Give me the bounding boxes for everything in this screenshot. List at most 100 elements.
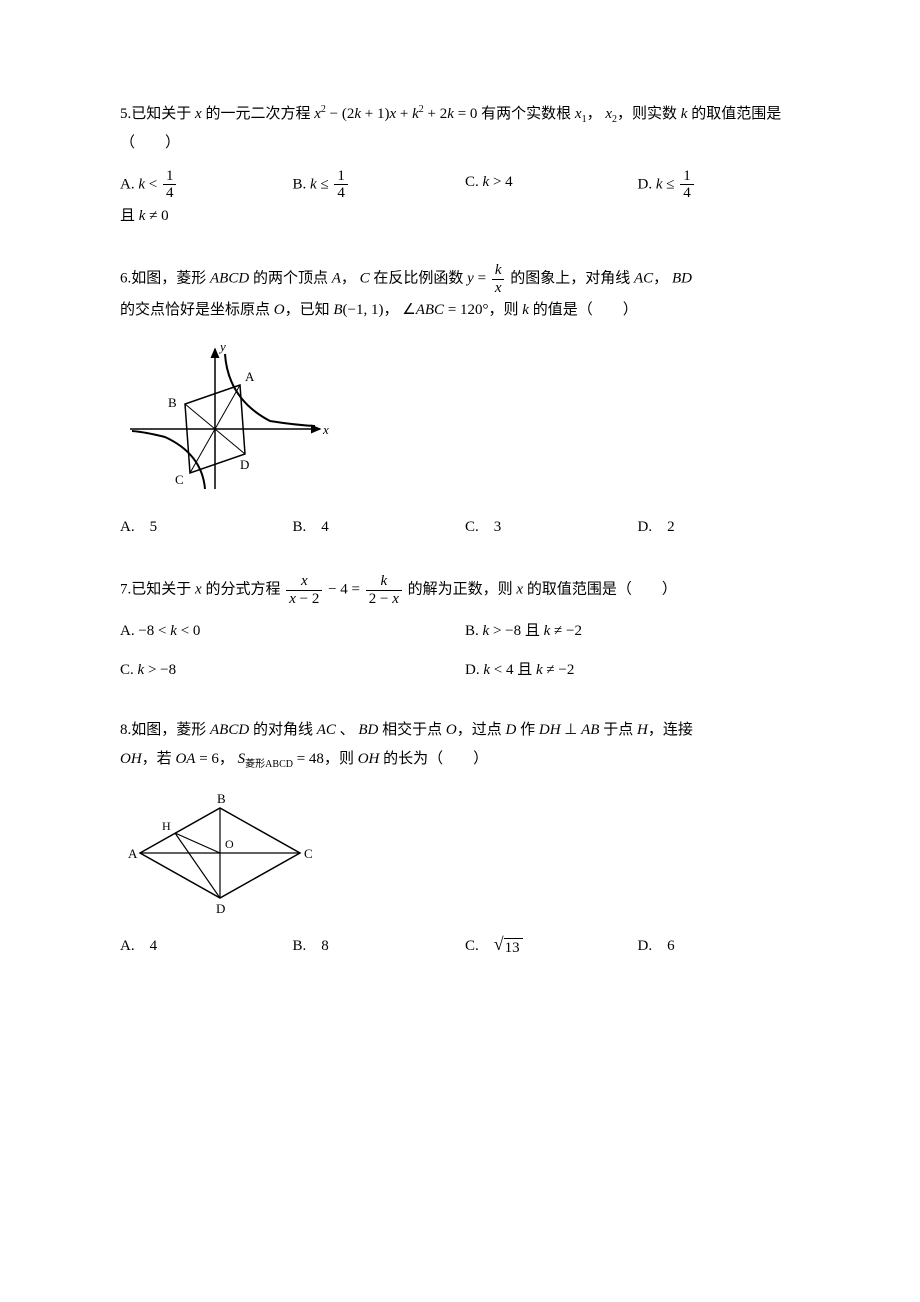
text: ， xyxy=(384,302,403,318)
den-rest: − 2 xyxy=(296,591,319,607)
label: B. xyxy=(293,519,322,535)
label: B. xyxy=(293,938,322,954)
OA: OA xyxy=(175,751,195,767)
label-A: A xyxy=(128,846,138,861)
q7-option-b[interactable]: B. k > −8 且 k ≠ −2 xyxy=(465,617,810,646)
root-x1: x xyxy=(575,106,582,122)
label: D. xyxy=(638,519,668,535)
D: D xyxy=(506,722,517,738)
question-6: 6.如图，菱形 ABCD 的两个顶点 A， C 在反比例函数 y = kx 的图… xyxy=(120,262,810,541)
text: 如图，菱形 xyxy=(131,270,210,286)
q7-option-a[interactable]: A. −8 < k < 0 xyxy=(120,617,465,646)
text: ， xyxy=(219,751,238,767)
q7-stem: 7.已知关于 x 的分式方程 xx − 2 − 4 = k2 − x 的解为正数… xyxy=(120,573,810,607)
den: 4 xyxy=(334,184,348,202)
q7-number: 7. xyxy=(120,581,131,597)
OH: OH xyxy=(120,751,142,767)
label: C. xyxy=(465,938,494,954)
label-D: D xyxy=(240,457,249,472)
ABCD: ABCD xyxy=(210,722,249,738)
q7-option-d[interactable]: D. k < 4 且 k ≠ −2 xyxy=(465,656,810,685)
radicand: 13 xyxy=(504,938,523,957)
var-k: k xyxy=(536,662,543,678)
q8-option-c[interactable]: C. √13 xyxy=(465,932,638,961)
BD: BD xyxy=(672,270,692,286)
val: 2 xyxy=(667,519,675,535)
text: 作 xyxy=(516,722,539,738)
fraction: kx xyxy=(492,262,505,296)
BD: BD xyxy=(358,722,378,738)
q6-option-c[interactable]: C. 3 xyxy=(465,513,638,542)
label: D. xyxy=(465,662,483,678)
var-k: k xyxy=(447,106,454,122)
expr: < 0 xyxy=(177,623,200,639)
OH: OH xyxy=(358,751,380,767)
text: 的图象上，对角线 xyxy=(506,270,634,286)
O: O xyxy=(274,302,285,318)
y: y xyxy=(467,270,474,286)
label: A. xyxy=(120,623,138,639)
text: 的长为（ ） xyxy=(379,751,488,767)
q8-option-b[interactable]: B. 8 xyxy=(293,932,466,961)
text: 有两个实数根 xyxy=(477,106,575,122)
label: A. xyxy=(120,938,150,954)
q7-option-c[interactable]: C. k > −8 xyxy=(120,656,465,685)
num: x xyxy=(286,573,322,590)
question-8: 8.如图，菱形 ABCD 的对角线 AC 、 BD 相交于点 O，过点 D 作 … xyxy=(120,716,810,960)
den: 2 − x xyxy=(366,590,402,608)
text: ，已知 xyxy=(285,302,334,318)
text: 于点 xyxy=(599,722,637,738)
ABC: ABC xyxy=(416,302,444,318)
text: ， xyxy=(341,270,360,286)
text: 在反比例函数 xyxy=(370,270,468,286)
B: B xyxy=(333,302,342,318)
label: D. xyxy=(638,176,656,192)
q6-svg: y x A B C D xyxy=(120,339,340,499)
fraction: 14 xyxy=(680,168,694,202)
q8-options: A. 4 B. 8 C. √13 D. 6 xyxy=(120,932,810,961)
text: 的对角线 xyxy=(249,722,317,738)
text: 的一元二次方程 xyxy=(202,106,315,122)
text: 的取值范围是（ ） xyxy=(523,581,677,597)
q5-option-c[interactable]: C. k > 4 xyxy=(465,168,638,202)
rel: ≠ 0 xyxy=(145,208,168,224)
text: ，过点 xyxy=(457,722,506,738)
den: 4 xyxy=(163,184,177,202)
val: 4 xyxy=(321,519,329,535)
q5-option-d[interactable]: D. k ≤ 14 xyxy=(638,168,811,202)
q5-number: 5. xyxy=(120,106,131,122)
label-C: C xyxy=(304,846,313,861)
expr: −8 < xyxy=(138,623,170,639)
den: x xyxy=(492,279,505,297)
label-C: C xyxy=(175,472,184,487)
q8-option-d[interactable]: D. 6 xyxy=(638,932,811,961)
fraction: 14 xyxy=(163,168,177,202)
var-k: k xyxy=(138,176,145,192)
label-O: O xyxy=(225,837,234,851)
label-D: D xyxy=(216,901,225,916)
q6-option-a[interactable]: A. 5 xyxy=(120,513,293,542)
q8-svg: A B C D O H xyxy=(120,788,320,918)
num: k xyxy=(366,573,402,590)
text: ，则实数 xyxy=(617,106,681,122)
q5-option-a[interactable]: A. k < 14 xyxy=(120,168,293,202)
q6-stem: 6.如图，菱形 ABCD 的两个顶点 A， C 在反比例函数 y = kx 的图… xyxy=(120,262,810,325)
var-k: k xyxy=(354,106,361,122)
text: ，则 xyxy=(489,302,523,318)
q6-figure: y x A B C D xyxy=(120,339,810,499)
var-k: k xyxy=(656,176,663,192)
q5-stem: 5.已知关于 x 的一元二次方程 x2 − (2k + 1)x + k2 + 2… xyxy=(120,100,810,158)
den-2minus: 2 − xyxy=(369,591,392,607)
var-k: k xyxy=(412,106,419,122)
var-k: k xyxy=(483,662,490,678)
q5-option-b[interactable]: B. k ≤ 14 xyxy=(293,168,466,202)
q6-option-b[interactable]: B. 4 xyxy=(293,513,466,542)
val: 5 xyxy=(150,519,158,535)
q8-option-a[interactable]: A. 4 xyxy=(120,932,293,961)
text: 且 xyxy=(120,208,139,224)
q6-option-d[interactable]: D. 2 xyxy=(638,513,811,542)
eq6: = 6 xyxy=(195,751,218,767)
q6-number: 6. xyxy=(120,270,131,286)
text: + 1) xyxy=(361,106,389,122)
rel: > 4 xyxy=(489,174,512,190)
